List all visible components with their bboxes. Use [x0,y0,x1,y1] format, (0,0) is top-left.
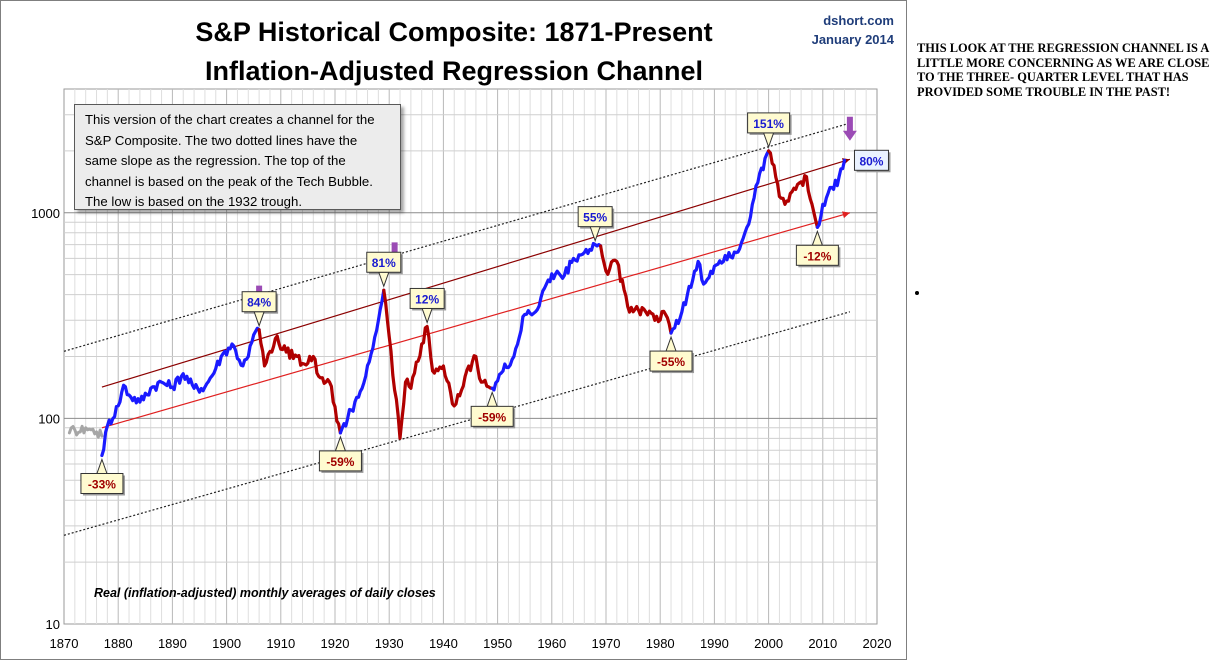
upper-dotted-channel-line [63,122,851,352]
callout-box [795,244,839,266]
callout-pointer [486,390,498,407]
callout-box [577,206,613,228]
callout-label: -33% [88,477,116,491]
callout-label: 84% [247,296,271,310]
chart-note-box: This version of the chart creates a chan… [74,104,401,210]
chart-svg: S&P Historical Composite: 1871-Present I… [31,13,895,651]
price-series-rising [338,288,386,435]
callout-label: 151% [753,117,784,131]
stray-dot [915,291,919,295]
x-tick-label: 2020 [863,636,892,651]
x-tick-label: 1920 [321,636,350,651]
callout-label: -59% [478,410,506,424]
callout-label: 12% [415,292,439,306]
date-label: January 2014 [812,32,895,47]
callout-label: -12% [803,249,831,263]
callout-label: 55% [583,211,607,225]
price-series-falling [767,149,819,229]
callout-pointer [762,132,775,149]
callout-box [241,291,277,313]
callout-box [80,472,124,494]
price-series-rising [669,149,771,335]
callout-label: 81% [372,256,396,270]
callout-box [366,251,402,273]
down-arrow-marker [842,116,857,141]
x-tick-label: 1940 [429,636,458,651]
callout-pointer [811,229,824,246]
price-series-falling [382,288,494,440]
x-tick-label: 1960 [537,636,566,651]
price-series-falling [257,328,342,435]
callout-box [649,350,693,372]
x-tick-label: 1890 [158,636,187,651]
y-tick-label: 100 [38,411,60,426]
callout-box [318,450,362,472]
callout-pointer [334,435,347,452]
x-tick-label: 1970 [592,636,621,651]
x-tick-label: 1870 [50,636,79,651]
y-tick-label: 1000 [31,206,60,221]
x-tick-label: 1880 [104,636,133,651]
chart-footnote: Real (inflation-adjusted) monthly averag… [94,586,436,600]
side-commentary: THIS LOOK AT THE REGRESSION CHANNEL IS A… [917,41,1210,99]
callout-box [747,112,791,134]
source-label: dshort.com [823,13,894,28]
x-tick-label: 2000 [754,636,783,651]
chart-title-line1: S&P Historical Composite: 1871-Present [195,17,712,47]
x-tick-label: 2010 [808,636,837,651]
price-series-rising [100,326,261,458]
x-tick-label: 1950 [483,636,512,651]
callout-box [470,405,514,427]
x-tick-label: 1930 [375,636,404,651]
chart-title-line2: Inflation-Adjusted Regression Channel [205,56,703,86]
callout-box [853,149,889,171]
price-series-rising [815,158,847,229]
callout-pointer [378,271,390,288]
regression-arrowhead [842,211,850,219]
callout-box [409,287,445,309]
callout-label: -55% [657,355,685,369]
price-series-falling [599,244,673,335]
callout-pointer [253,311,265,328]
y-tick-label: 10 [46,617,60,632]
lower-dotted-channel-line [63,311,851,536]
callout-label: -59% [326,455,354,469]
chart-frame: S&P Historical Composite: 1871-Present I… [0,0,907,660]
x-tick-label: 1980 [646,636,675,651]
x-tick-label: 1910 [266,636,295,651]
price-series-early [67,424,104,439]
price-series-rising [490,241,603,392]
callout-label: 80% [859,154,883,168]
x-tick-label: 1990 [700,636,729,651]
callout-pointer [96,458,108,474]
x-tick-label: 1900 [212,636,241,651]
callout-pointer [665,335,677,352]
regression-line [101,212,851,429]
